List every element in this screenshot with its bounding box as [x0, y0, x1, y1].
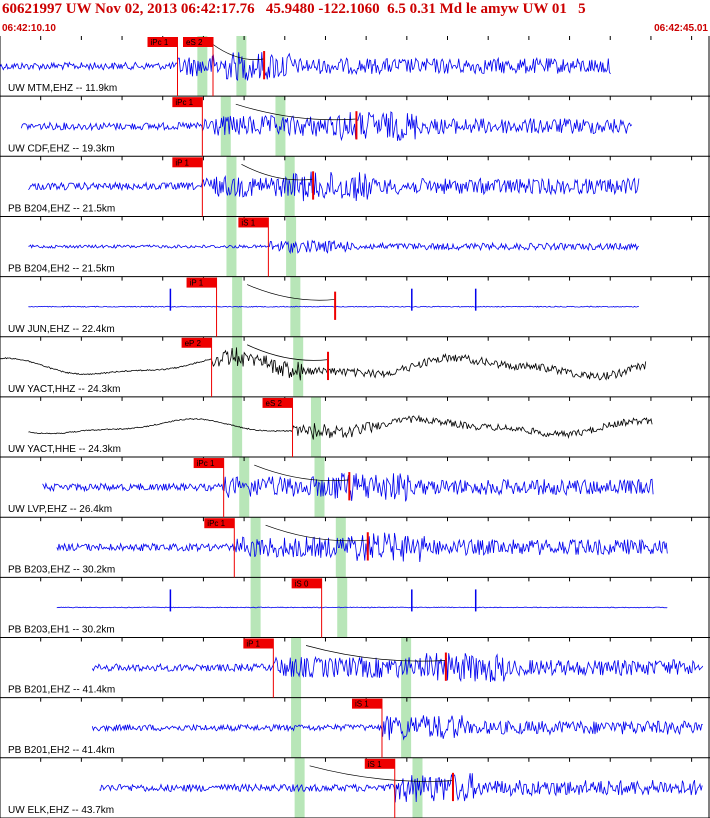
trace-row[interactable]: iP 1 PB B201,EHZ -- 41.4km — [0, 637, 710, 699]
p-pick-flag[interactable] — [243, 638, 274, 649]
trace-row[interactable]: iPc 1 eS 2 UW MTM,EHZ -- 11.9km — [0, 36, 710, 97]
trace-row[interactable]: eS 2 UW YACT,HHE -- 24.3km — [0, 396, 710, 458]
coda-curve — [246, 344, 329, 361]
coda-curve — [212, 43, 265, 60]
trace-row[interactable]: iP 1 UW JUN,EHZ -- 22.4km — [0, 276, 710, 338]
trace-row[interactable]: iS 0 PB B203,EH1 -- 30.2km — [0, 577, 710, 638]
waveform — [0, 52, 611, 82]
station-label: UW LVP,EHZ -- 26.4km — [8, 504, 112, 515]
coda-curve — [309, 765, 454, 782]
p-window-band — [220, 96, 231, 157]
p-pick-flag[interactable] — [172, 97, 203, 108]
station-label: PB B203,EH1 -- 30.2km — [8, 625, 115, 636]
s-pick-flag[interactable] — [291, 578, 322, 589]
p-pick-label: iPc 1 — [197, 459, 215, 468]
s-pick-flag[interactable] — [351, 698, 382, 709]
p-window-band — [232, 336, 243, 397]
p-pick-label: iP 1 — [190, 279, 204, 288]
p-pick-label: iP 1 — [175, 158, 189, 167]
s-window-band — [401, 697, 412, 758]
p-pick-flag[interactable] — [181, 337, 212, 348]
p-window-band — [232, 396, 243, 458]
station-label: UW YACT,HHE -- 24.3km — [8, 444, 121, 455]
station-label: PB B201,EH2 -- 41.4km — [8, 745, 115, 756]
time-start-label: 06:42:10.10 — [2, 23, 56, 34]
waveform — [91, 715, 703, 741]
waveform — [28, 239, 640, 255]
s-pick-label: iS 1 — [241, 218, 255, 227]
s-pick-label: iS 1 — [368, 760, 382, 769]
station-label: PB B204,EHZ -- 21.5km — [8, 203, 115, 214]
coda-curve — [247, 284, 336, 301]
waveform — [28, 305, 639, 308]
s-pick-flag[interactable] — [238, 217, 269, 228]
time-end-label: 06:42:45.01 — [654, 23, 708, 34]
p-window-band — [291, 697, 302, 758]
s-window-band — [310, 396, 321, 458]
waveform — [28, 171, 640, 202]
waveform — [56, 532, 668, 563]
s-pick-flag[interactable] — [364, 758, 395, 769]
trace-row[interactable]: iPc 1 UW LVP,EHZ -- 26.4km — [0, 457, 710, 518]
s-pick-label: iS 1 — [355, 700, 369, 709]
s-window-band — [314, 457, 325, 518]
s-window-band — [335, 517, 346, 578]
p-window-band — [226, 216, 237, 277]
s-pick-label: iS 0 — [295, 579, 309, 588]
p-pick-label: iP 1 — [246, 640, 260, 649]
trace-row[interactable]: iS 1 PB B204,EH2 -- 21.5km — [0, 216, 710, 278]
coda-curve — [235, 103, 357, 121]
waveform — [0, 347, 647, 381]
s-window-band — [293, 336, 304, 397]
waveform — [99, 773, 703, 803]
waveform — [91, 653, 704, 683]
p-window-band — [250, 517, 261, 578]
station-label: UW YACT,HHZ -- 24.3km — [8, 384, 120, 395]
p-pick-label: iPc 1 — [175, 98, 193, 107]
s-pick-flag[interactable] — [183, 37, 213, 47]
waveform — [56, 606, 668, 609]
station-label: UW MTM,EHZ -- 11.9km — [8, 83, 117, 94]
station-label: PB B204,EH2 -- 21.5km — [8, 264, 115, 275]
station-label: UW CDF,EHZ -- 19.3km — [8, 143, 115, 154]
p-pick-label: iPc 1 — [151, 38, 169, 47]
p-pick-label: eP 2 — [185, 339, 202, 348]
p-pick-label: iPc 1 — [207, 519, 225, 528]
p-pick-flag[interactable] — [193, 458, 224, 469]
trace-row[interactable]: eP 2 UW YACT,HHZ -- 24.3km — [0, 336, 710, 398]
s-pick-label: eS 2 — [186, 38, 203, 47]
station-label: PB B203,EHZ -- 30.2km — [8, 564, 115, 575]
header-bar: 60621997 UW Nov 02, 2013 06:42:17.76 45.… — [0, 0, 710, 36]
coda-curve — [241, 163, 314, 181]
p-pick-flag[interactable] — [172, 157, 203, 168]
s-window-band — [284, 156, 295, 217]
station-label: UW JUN,EHZ -- 22.4km — [8, 324, 115, 335]
seismogram-panel: iPc 1 eS 2 UW MTM,EHZ -- 11.9km iPc 1 UW CDF… — [0, 36, 710, 818]
p-pick-flag[interactable] — [204, 518, 235, 529]
coda-curve — [305, 645, 446, 662]
p-pick-flag[interactable] — [186, 277, 217, 288]
trace-row[interactable]: iS 1 PB B201,EH2 -- 41.4km — [0, 697, 710, 759]
s-pick-label: eS 2 — [266, 399, 283, 408]
event-title: 60621997 UW Nov 02, 2013 06:42:17.76 45.… — [2, 1, 586, 17]
p-pick-flag[interactable] — [147, 37, 178, 47]
trace-row[interactable]: iPc 1 PB B203,EHZ -- 30.2km — [0, 517, 710, 578]
coda-curve — [265, 524, 368, 542]
trace-row[interactable]: iS 1 UW ELK,EHZ -- 43.7km — [0, 757, 710, 818]
waveform — [28, 414, 653, 440]
s-window-band — [275, 96, 286, 157]
station-label: UW ELK,EHZ -- 43.7km — [8, 805, 114, 816]
station-label: PB B201,EHZ -- 41.4km — [8, 685, 115, 696]
s-window-band — [236, 36, 247, 97]
trace-row[interactable]: iPc 1 UW CDF,EHZ -- 19.3km — [0, 96, 710, 157]
s-pick-flag[interactable] — [262, 397, 293, 408]
waveform — [42, 472, 654, 502]
waveform — [20, 111, 633, 142]
s-window-band — [412, 757, 423, 818]
trace-row[interactable]: iP 1 PB B204,EHZ -- 21.5km — [0, 156, 710, 217]
p-window-band — [291, 637, 302, 698]
coda-curve — [254, 464, 350, 482]
